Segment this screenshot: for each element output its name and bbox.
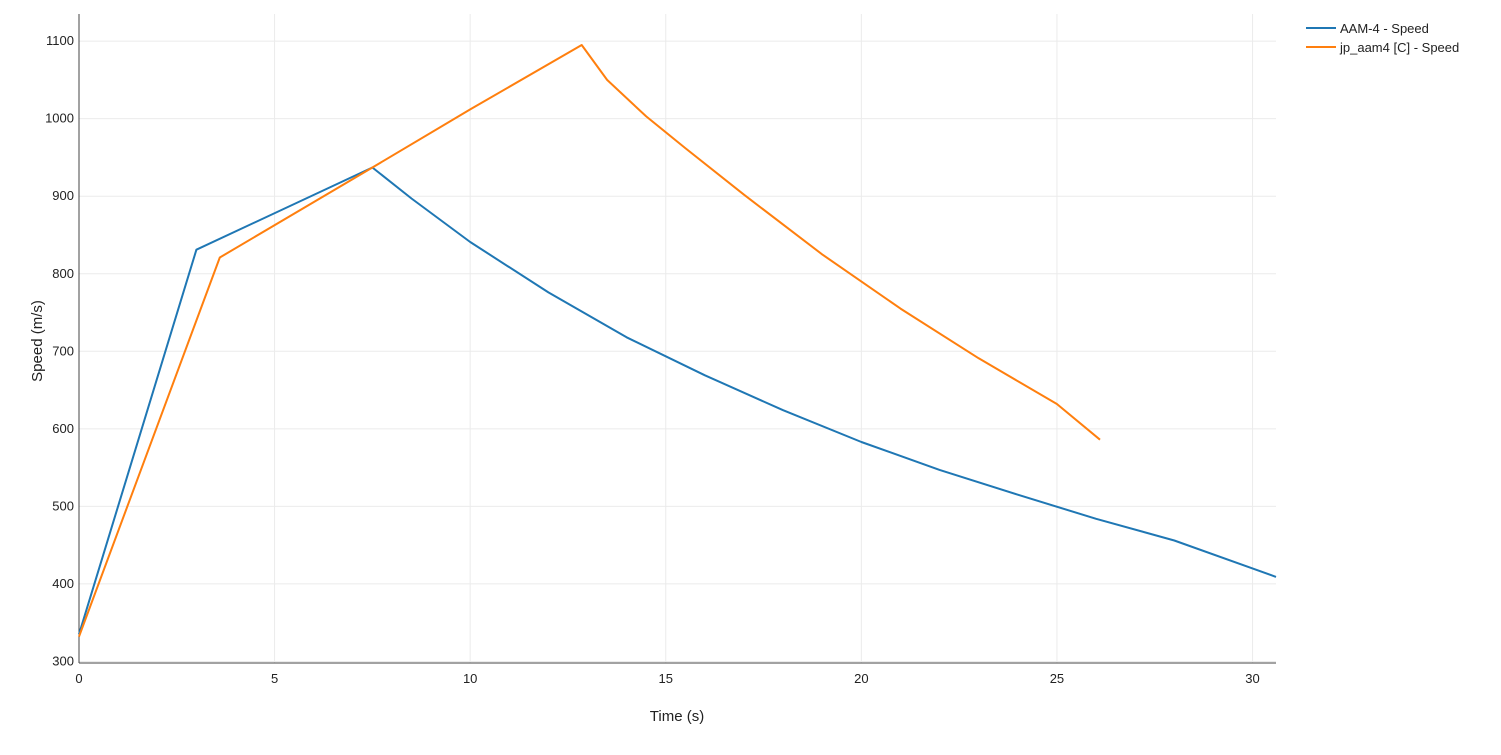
axes — [78, 14, 1276, 664]
y-tick-label: 1100 — [46, 33, 74, 48]
y-tick-label: 300 — [52, 653, 74, 668]
x-tick-label: 25 — [1050, 671, 1064, 686]
x-axis-title: Time (s) — [650, 708, 704, 725]
y-tick-label: 500 — [52, 498, 74, 513]
y-tick-label: 900 — [52, 188, 74, 203]
x-tick-label: 30 — [1245, 671, 1259, 686]
series-lines — [78, 44, 1277, 637]
legend[interactable]: AAM-4 - Speed jp_aam4 [C] - Speed — [1306, 21, 1459, 55]
tick-labels: 300 400 500 600 700 800 900 1000 1100 0 5 10 15 20 25 3… — [45, 33, 1260, 686]
y-tick-label: 400 — [52, 576, 74, 591]
x-tick-label: 10 — [463, 671, 477, 686]
y-axis-title: Speed (m/s) — [29, 300, 46, 382]
x-tick-label: 5 — [271, 671, 278, 686]
series-line-1 — [78, 166, 1277, 635]
y-tick-label: 700 — [52, 343, 74, 358]
x-tick-label: 0 — [75, 671, 82, 686]
legend-item-1[interactable]: AAM-4 - Speed — [1306, 21, 1429, 36]
y-tick-label: 800 — [52, 266, 74, 281]
y-tick-label: 1000 — [45, 111, 74, 126]
legend-label: jp_aam4 [C] - Speed — [1339, 40, 1459, 55]
x-tick-label: 15 — [659, 671, 673, 686]
x-tick-label: 20 — [854, 671, 868, 686]
series-line-2 — [78, 44, 1101, 637]
legend-item-2[interactable]: jp_aam4 [C] - Speed — [1306, 40, 1459, 55]
legend-label: AAM-4 - Speed — [1340, 21, 1429, 36]
grid-lines — [79, 14, 1276, 663]
y-tick-label: 600 — [52, 421, 74, 436]
